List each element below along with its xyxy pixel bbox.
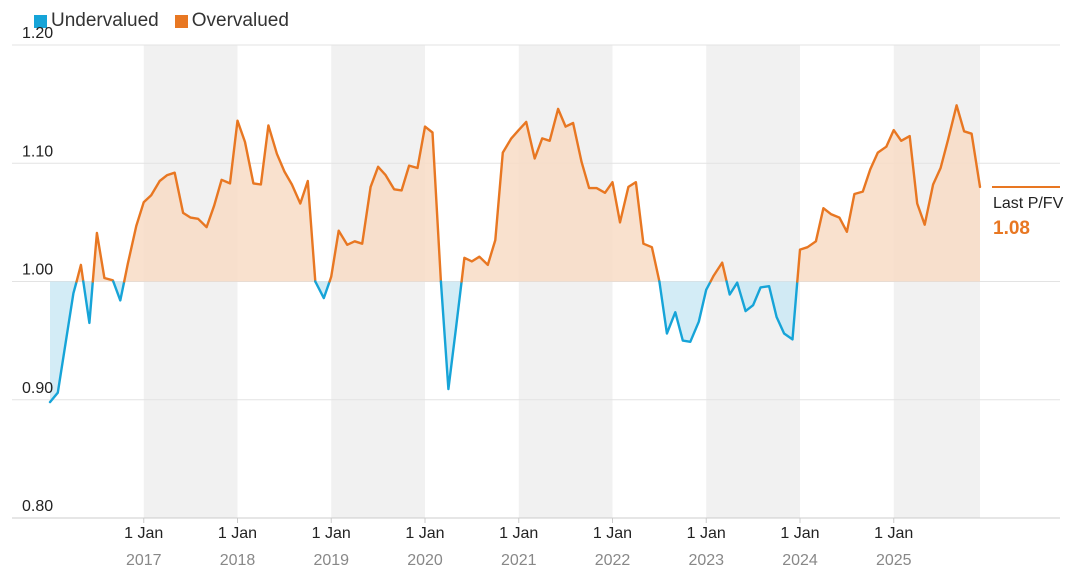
series-line-under-10	[658, 280, 712, 343]
area-under-8	[440, 281, 462, 390]
area-over-9	[461, 108, 660, 282]
series-line-over-5	[122, 119, 317, 283]
legend-item-overvalued[interactable]: Overvalued	[174, 10, 289, 32]
x-tick-year-1: 2018	[220, 552, 256, 569]
x-tick-label-3: 1 Jan	[405, 525, 444, 542]
x-tick-label-0: 1 Jan	[124, 525, 163, 542]
x-tick-year-4: 2021	[501, 552, 537, 569]
legend: Undervalued Overvalued	[34, 10, 289, 32]
x-tick-year-3: 2020	[407, 552, 443, 569]
x-tick-label-8: 1 Jan	[874, 525, 913, 542]
legend-swatch-overvalued	[174, 14, 188, 28]
series-lines	[48, 104, 982, 404]
legend-label-undervalued: Undervalued	[51, 10, 159, 31]
legend-label-overvalued: Overvalued	[191, 10, 289, 31]
last-value-number: 1.08	[993, 218, 1030, 239]
x-tick-label-1: 1 Jan	[218, 525, 257, 542]
area-under-12	[726, 281, 798, 340]
series-line-under-12	[725, 280, 799, 341]
x-tick-label-7: 1 Jan	[780, 525, 819, 542]
area-under-6	[315, 281, 330, 299]
area-over-5	[124, 120, 316, 282]
area-under-10	[659, 281, 711, 342]
y-tick-label-3: 1.10	[22, 143, 53, 160]
last-value-marker: Last P/FV 1.08	[992, 186, 1064, 239]
series-line-over-13	[796, 104, 982, 283]
x-tick-year-0: 2017	[126, 552, 162, 569]
series-line-under-4	[112, 280, 126, 302]
x-tick-year-5: 2022	[595, 552, 631, 569]
area-over-13	[797, 105, 980, 282]
series-line-over-1	[75, 263, 85, 283]
x-tick-year-7: 2024	[782, 552, 818, 569]
y-tick-label-2: 1.00	[22, 262, 53, 279]
series-line-under-0	[48, 280, 78, 404]
series-line-over-11	[709, 261, 728, 283]
x-tick-year-6: 2023	[688, 552, 724, 569]
x-tick-label-5: 1 Jan	[593, 525, 632, 542]
x-tick-label-6: 1 Jan	[687, 525, 726, 542]
x-tick-year-2: 2019	[313, 552, 349, 569]
legend-item-undervalued[interactable]: Undervalued	[34, 10, 159, 32]
y-tick-label-4: 1.20	[22, 25, 53, 42]
last-value-label: Last P/FV	[993, 195, 1064, 212]
x-tick-label-4: 1 Jan	[499, 525, 538, 542]
legend-swatch-undervalued	[34, 14, 47, 28]
series-line-under-2	[82, 280, 95, 325]
series-line-under-6	[314, 280, 331, 300]
y-tick-label-1: 0.90	[22, 380, 53, 397]
x-tick-year-8: 2025	[876, 552, 912, 569]
x-tick-label-2: 1 Jan	[312, 525, 351, 542]
y-axis: 0.80 0.90 1.00 1.10 1.20	[22, 25, 53, 515]
series-line-over-7	[328, 125, 443, 283]
x-axis: 1 Jan 2017 1 Jan 2018 1 Jan 2019 1 Jan 2020 1 Ja…	[124, 518, 913, 569]
y-tick-label-0: 0.80	[22, 498, 53, 515]
series-line-over-9	[460, 107, 661, 283]
series-line-under-8	[439, 280, 463, 391]
